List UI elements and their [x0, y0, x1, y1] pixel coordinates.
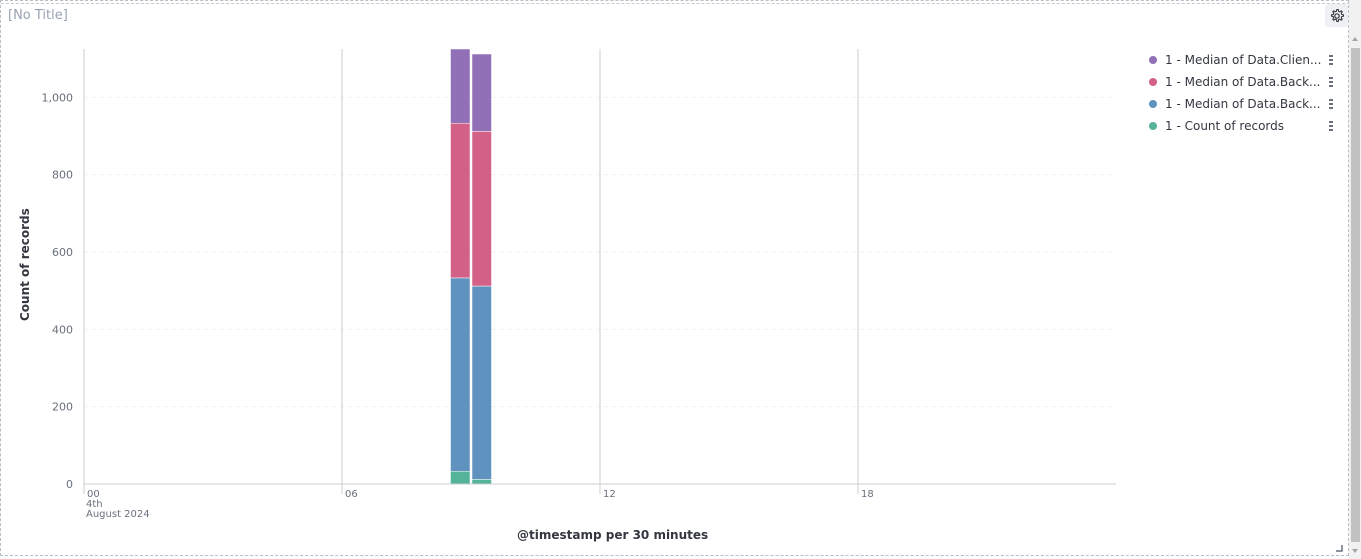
vertical-scrollbar[interactable]: [1349, 0, 1361, 559]
bar-segment: [450, 48, 471, 124]
bar-segment: [450, 122, 471, 279]
panel-title: [No Title]: [8, 8, 68, 23]
vertical-dots-icon[interactable]: [1328, 98, 1334, 110]
y-tick-label: 0: [66, 478, 73, 491]
resize-handle-icon[interactable]: [1335, 544, 1343, 552]
vertical-dots-icon[interactable]: [1328, 120, 1334, 132]
legend-item[interactable]: 1 - Median of Data.Back...: [1147, 93, 1343, 115]
scroll-down-arrow-icon[interactable]: [1351, 547, 1359, 555]
scroll-up-arrow-icon[interactable]: [1351, 35, 1359, 43]
legend-color-dot: [1149, 100, 1157, 108]
chart-legend: 1 - Median of Data.Clien... 1 - Median o…: [1147, 49, 1343, 137]
y-tick-label: 800: [52, 169, 73, 182]
vertical-dots-icon[interactable]: [1328, 54, 1334, 66]
scrollbar-thumb[interactable]: [1351, 48, 1360, 542]
panel-settings-button[interactable]: [1325, 4, 1348, 27]
x-tick-label: 00: [87, 489, 100, 500]
legend-label: 1 - Median of Data.Clien...: [1165, 53, 1322, 67]
legend-label: 1 - Median of Data.Back...: [1165, 97, 1321, 111]
chart-bars: [450, 48, 492, 485]
legend-item[interactable]: 1 - Median of Data.Back...: [1147, 71, 1343, 93]
x-tick-label: 12: [603, 489, 616, 500]
gear-icon: [1330, 8, 1344, 22]
legend-label: 1 - Median of Data.Back...: [1165, 75, 1321, 89]
y-tick-label: 400: [52, 323, 73, 336]
x-tick-sublabel: August 2024: [86, 509, 150, 520]
y-tick-label: 600: [52, 246, 73, 259]
vertical-dots-icon[interactable]: [1328, 76, 1334, 88]
chart-grid: [83, 49, 1116, 494]
bar-segment: [471, 479, 492, 485]
x-tick-sublabel: 4th: [86, 499, 103, 510]
bar-segment: [450, 470, 471, 485]
legend-label: 1 - Count of records: [1165, 119, 1285, 133]
legend-color-dot: [1149, 78, 1157, 86]
bar-segment: [471, 131, 492, 287]
legend-item[interactable]: 1 - Median of Data.Clien...: [1147, 49, 1343, 71]
bar-segment: [471, 285, 492, 480]
bar-segment: [450, 277, 471, 472]
y-tick-label: 200: [52, 401, 73, 414]
y-tick-label: 1,000: [42, 91, 74, 104]
legend-color-dot: [1149, 122, 1157, 130]
legend-item[interactable]: 1 - Count of records: [1147, 115, 1343, 137]
bar-segment: [471, 53, 492, 132]
x-tick-label: 06: [345, 489, 358, 500]
x-axis-title: @timestamp per 30 minutes: [517, 528, 709, 542]
panel-top-border: [1, 3, 1350, 4]
legend-color-dot: [1149, 56, 1157, 64]
x-tick-label: 18: [861, 489, 874, 500]
